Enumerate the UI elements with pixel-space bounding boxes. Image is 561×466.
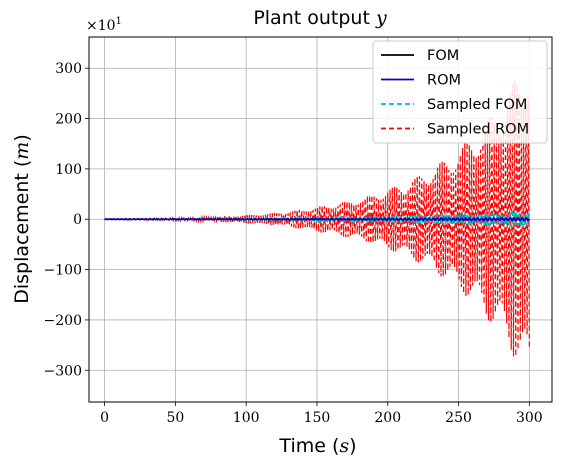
y-tick-label: −300	[44, 363, 82, 379]
y-axis-label: Displacement (m)	[11, 134, 33, 304]
series-rom	[104, 217, 531, 222]
x-tick-label: 250	[445, 410, 472, 426]
y-axis-ticks: −300 −200 −100 0 100 200 300	[44, 61, 89, 379]
x-tick-label: 300	[516, 410, 543, 426]
x-axis-ticks: 0 50 100 150 200 250 300	[100, 402, 543, 426]
series-line	[104, 217, 531, 222]
legend-label: Sampled ROM	[427, 122, 529, 138]
x-tick-label: 150	[304, 410, 331, 426]
legend-label: Sampled FOM	[427, 97, 527, 113]
y-tick-label: 200	[55, 112, 82, 128]
x-tick-label: 200	[374, 410, 401, 426]
x-axis-label: Time (s)	[278, 435, 356, 457]
y-tick-label: 300	[55, 61, 82, 77]
y-tick-label: 0	[73, 212, 82, 228]
y-tick-label: −100	[44, 263, 82, 279]
legend-label: FOM	[427, 48, 459, 64]
y-tick-label: −200	[44, 313, 82, 329]
y-offset-text: ×101	[86, 16, 122, 34]
legend-box	[372, 40, 548, 144]
x-tick-label: 100	[233, 410, 260, 426]
chart-title: Plant output y	[253, 7, 387, 29]
plot-area	[104, 81, 531, 357]
y-tick-label: 100	[55, 162, 82, 178]
x-tick-label: 50	[166, 410, 184, 426]
legend-label: ROM	[427, 73, 461, 89]
x-tick-label: 0	[100, 410, 109, 426]
legend: FOM ROM Sampled FOM Sampled ROM	[372, 40, 548, 144]
